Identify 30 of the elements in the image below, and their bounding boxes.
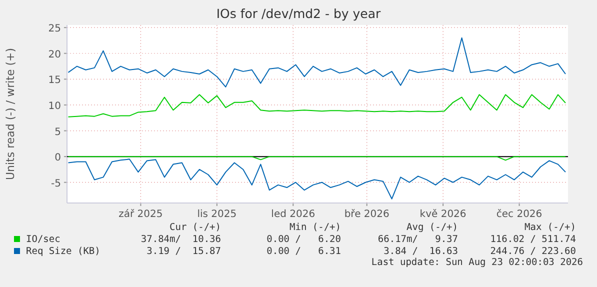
y-axis-title: Units read (-) / write (+) bbox=[4, 48, 17, 180]
y-tick-label: 10 bbox=[48, 100, 61, 112]
text: 0.00 / 6.31 bbox=[266, 246, 342, 257]
legend-label: IO/sec bbox=[26, 234, 60, 245]
text: Max (-/+) bbox=[524, 222, 576, 233]
x-tick-label: led 2026 bbox=[271, 209, 316, 220]
text: Avg (-/+) bbox=[406, 222, 458, 233]
text: 3.19 / 15.87 bbox=[146, 246, 221, 257]
legend-label: Req Size (KB) bbox=[26, 246, 100, 257]
x-tick-label: čec 2026 bbox=[496, 209, 542, 220]
x-tick-label: bře 2026 bbox=[344, 209, 390, 220]
y-tick-label: 20 bbox=[48, 49, 61, 60]
y-tick-label: 0 bbox=[54, 152, 61, 164]
text: 3.84 / 16.63 bbox=[384, 246, 458, 257]
text: Min (-/+) bbox=[290, 222, 341, 233]
text: Cur (-/+) bbox=[170, 222, 221, 233]
y-tick-label: -5 bbox=[51, 178, 61, 190]
y-tick-label: 25 bbox=[48, 24, 61, 35]
text: Last update: Sun Aug 23 02:00:03 2026 bbox=[371, 257, 584, 268]
y-tick-label: 15 bbox=[48, 75, 61, 86]
x-tick-label: kvě 2026 bbox=[420, 209, 466, 220]
text: 0.00 / 6.20 bbox=[266, 234, 342, 245]
text: 37.84m/ 10.36 bbox=[140, 234, 222, 245]
text: 66.17m/ 9.37 bbox=[378, 234, 458, 245]
x-tick-label: zář 2025 bbox=[118, 209, 163, 220]
text: 244.76 / 223.60 bbox=[490, 246, 576, 257]
x-tick-label: lis 2025 bbox=[197, 209, 237, 220]
text: 116.02 / 511.74 bbox=[490, 234, 576, 245]
y-tick-label: 5 bbox=[54, 126, 61, 138]
chart-title: IOs for /dev/md2 - by year bbox=[216, 6, 382, 21]
